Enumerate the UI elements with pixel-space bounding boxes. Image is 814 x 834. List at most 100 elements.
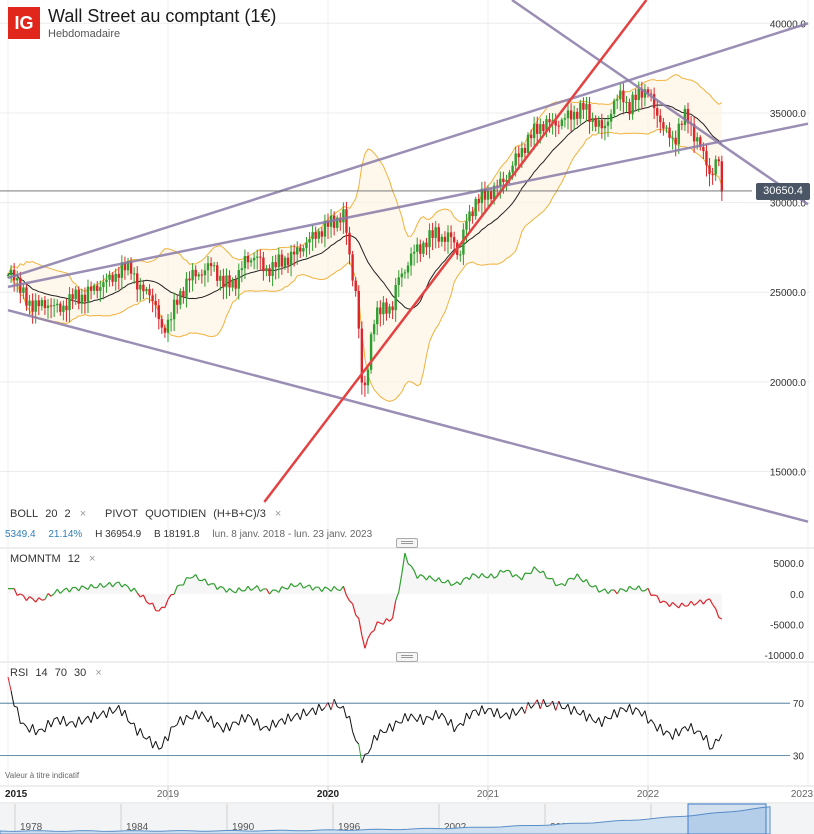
disclaimer-text: Valeur à titre indicatif	[5, 771, 80, 780]
rsi-line-segment	[35, 729, 40, 736]
candle-body	[92, 285, 96, 291]
momentum-line-segment	[463, 576, 467, 580]
rsi-line-segment	[385, 723, 391, 733]
momentum-line-segment	[115, 581, 120, 584]
momentum-line-segment	[546, 577, 550, 580]
close-boll-icon[interactable]: ×	[79, 508, 87, 520]
candle-body	[77, 289, 80, 304]
rsi-line-segment	[143, 736, 147, 740]
x-tick-label: 2015	[5, 789, 28, 800]
candle-body	[369, 334, 373, 370]
rsi-line-segment	[407, 713, 412, 722]
candle-body	[646, 89, 650, 94]
bollinger-band-fill	[8, 74, 722, 402]
candle-body	[579, 102, 582, 119]
mom-y-tick-label: 0.0	[790, 590, 804, 601]
momentum-line-segment	[389, 617, 394, 622]
momentum-line-segment	[601, 588, 606, 592]
rsi-line-segment	[506, 712, 510, 720]
momentum-line-segment	[678, 602, 683, 609]
candle-body	[89, 286, 93, 291]
candle-body	[634, 94, 637, 101]
momentum-line-segment	[598, 590, 603, 593]
navigator-series	[0, 806, 771, 834]
rsi-line-segment	[432, 710, 437, 721]
candle-body	[554, 120, 557, 126]
momentum-line-segment	[99, 582, 104, 588]
pane-resize-handle[interactable]	[396, 538, 418, 548]
momentum-line-segment	[327, 588, 332, 592]
x-tick-label: 2019	[157, 789, 180, 800]
momentum-line-segment	[29, 596, 33, 600]
candle-body	[585, 104, 588, 110]
candle-body	[203, 270, 207, 276]
rsi-line-segment	[469, 710, 474, 720]
rsi-line-segment	[422, 716, 427, 726]
rsi-line-segment	[222, 722, 227, 733]
candle-body	[62, 305, 65, 312]
candle-body	[468, 211, 471, 222]
momentum-line-segment	[681, 602, 686, 607]
rsi-line-segment	[539, 699, 544, 709]
candle-body	[668, 127, 671, 138]
candle-body	[662, 122, 665, 129]
candle-body	[696, 137, 699, 142]
close-pivot-icon[interactable]: ×	[274, 508, 282, 520]
candle-body	[46, 305, 50, 309]
candle-body	[428, 230, 431, 248]
momentum-line-segment	[259, 588, 264, 592]
rsi-line-segment	[484, 708, 489, 715]
candle-body	[480, 188, 484, 204]
rsi-line-segment	[312, 707, 317, 716]
momentum-line-segment	[499, 569, 504, 573]
rsi-line-segment	[530, 704, 535, 709]
momentum-line-segment	[269, 589, 274, 595]
rsi-line-segment	[669, 732, 674, 740]
momentum-line-segment	[447, 579, 452, 586]
mom-y-tick-label: -5000.0	[770, 620, 804, 631]
rsi-line-segment	[364, 753, 369, 755]
momentum-line-segment	[623, 589, 627, 593]
rsi-line-segment	[533, 699, 538, 705]
rsi-line-segment	[112, 709, 117, 714]
momentum-line-segment	[87, 584, 92, 590]
rsi-line-segment	[681, 726, 686, 730]
momentum-line-segment	[186, 576, 190, 579]
candle-body	[206, 263, 210, 271]
close-momentum-icon[interactable]: ×	[89, 553, 96, 565]
pivot-legend[interactable]: PIVOT QUOTIDIEN (H+B+C)/3 ×	[105, 508, 285, 520]
momentum-line-segment	[382, 618, 387, 625]
rsi-line-segment	[367, 747, 372, 754]
momentum-param: 12	[67, 553, 81, 565]
momentum-line-segment	[142, 594, 148, 603]
rsi-line-segment	[672, 728, 677, 740]
navigator-year-label: 1984	[126, 822, 149, 833]
momentum-line-segment	[395, 591, 400, 601]
candle-body	[212, 265, 216, 267]
close-rsi-icon[interactable]: ×	[95, 667, 102, 679]
rsi-line-segment	[225, 722, 231, 732]
momentum-legend[interactable]: MOMNTM 12 ×	[10, 553, 100, 565]
momentum-line-segment	[669, 602, 674, 608]
rsi-line-segment	[139, 728, 144, 738]
momentum-line-segment	[629, 585, 634, 590]
candle-body	[625, 102, 628, 104]
candle-body	[249, 260, 253, 263]
rsi-line-segment	[93, 711, 98, 720]
candle-body	[542, 124, 545, 131]
rsi-line-segment	[585, 713, 591, 722]
momentum-line-segment	[589, 584, 593, 588]
ig-logo: IG	[8, 7, 40, 39]
momentum-line-segment	[225, 588, 231, 593]
candle-body	[376, 307, 379, 325]
chart-interval[interactable]: Hebdomadaire	[48, 28, 121, 40]
rsi-line-segment	[109, 706, 114, 714]
rsi-line-segment	[210, 715, 215, 728]
rsi-legend[interactable]: RSI 14 70 30 ×	[10, 667, 106, 679]
candle-body	[434, 227, 437, 238]
boll-legend[interactable]: BOLL 20 2 ×	[10, 508, 90, 520]
momentum-line-segment	[453, 581, 458, 585]
pane-resize-handle[interactable]	[396, 652, 418, 662]
candle-body	[714, 159, 717, 175]
